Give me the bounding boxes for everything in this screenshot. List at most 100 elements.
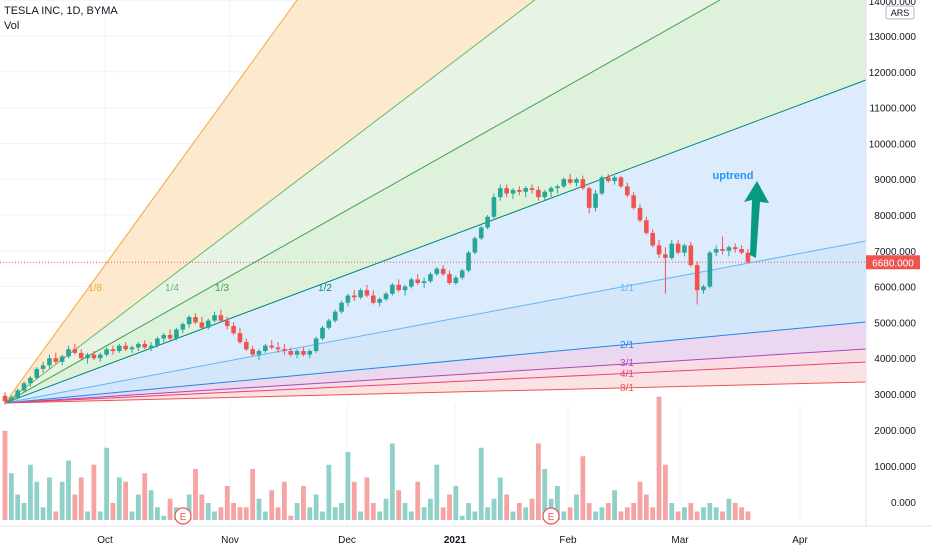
candle (53, 358, 59, 362)
volume-bar (231, 503, 236, 520)
candle (167, 334, 173, 339)
volume-bar (542, 469, 548, 520)
candle (478, 227, 484, 239)
volume-bar (612, 490, 617, 520)
gann-label: 1/8 (88, 283, 102, 294)
volume-bar (123, 481, 129, 520)
price-tick-label: 3000.000 (874, 390, 916, 401)
volume-bar (320, 511, 325, 520)
candle (529, 188, 535, 190)
price-tick-label: 13000.000 (869, 32, 917, 43)
candle (136, 343, 141, 348)
candle (21, 383, 27, 391)
candle (409, 279, 414, 287)
volume-bar (732, 503, 738, 520)
candle (459, 270, 465, 278)
gann-label: 3/1 (620, 358, 634, 369)
candle (485, 216, 490, 228)
candle (269, 345, 274, 348)
volume-bar (66, 460, 71, 520)
gann-line-1-1 (4, 240, 867, 404)
volume-bar (396, 490, 402, 520)
candle (453, 277, 459, 284)
volume-bar (193, 469, 198, 520)
gann-line-8-1 (4, 381, 867, 404)
price-tick-label: 12000.000 (869, 68, 917, 79)
volume-bar (205, 503, 211, 520)
volume-bar (713, 507, 719, 520)
time-tick-label: Dec (338, 535, 356, 546)
volume-bar (688, 503, 694, 520)
volume-bar (586, 503, 592, 520)
volume-bar (212, 511, 217, 520)
volume-bar (339, 503, 344, 520)
volume-bar (663, 464, 668, 520)
candle (517, 189, 522, 192)
candle (142, 343, 147, 348)
price-axis[interactable]: 14000.000 13000.000 12000.000 11000.000 1000… (865, 0, 932, 550)
volume-bar (656, 396, 662, 520)
candle (504, 188, 509, 194)
candle (161, 334, 167, 339)
earnings-marker-icon[interactable] (174, 507, 192, 525)
candle (256, 351, 262, 355)
gann-line-1-4 (4, 0, 536, 404)
candlesticks (2, 173, 751, 405)
volume-bar (34, 481, 40, 520)
candle (250, 349, 255, 355)
candle (307, 351, 313, 355)
volume-bar (53, 511, 59, 520)
volume-bar (116, 477, 122, 520)
candle (732, 247, 738, 250)
earnings-marker-icon[interactable] (542, 507, 560, 525)
candle (383, 293, 389, 300)
uptrend-label: uptrend (713, 170, 754, 182)
gann-label: 1/2 (318, 283, 332, 294)
candle (332, 311, 338, 321)
volume-bar (421, 507, 427, 520)
candle (402, 286, 408, 291)
price-tick-label: 8000.000 (874, 211, 916, 222)
candle (739, 249, 744, 253)
volume-bar (288, 515, 294, 520)
candle (371, 295, 376, 303)
volume-bar (332, 507, 338, 520)
candle (720, 249, 725, 251)
candle (9, 397, 14, 402)
gann-label: 2/1 (620, 340, 634, 351)
currency-badge[interactable] (885, 5, 915, 20)
volume-bar (491, 498, 497, 520)
volume-bar (478, 447, 484, 520)
time-tick-label: Mar (671, 535, 689, 546)
volume-bar (701, 507, 706, 520)
candle (580, 179, 586, 189)
volume-bar (186, 494, 192, 520)
candle (663, 254, 668, 258)
candle (85, 354, 90, 359)
candle (288, 351, 294, 355)
gann-line-2-1 (4, 321, 867, 404)
time-axis[interactable]: Oct Nov Dec 2021 Feb Mar Apr (0, 525, 932, 546)
gann-label: 1/3 (215, 283, 229, 294)
volume-bar (161, 515, 167, 520)
price-tick-label: 9000.000 (874, 175, 916, 186)
volume-bars (2, 396, 751, 520)
time-tick-label: 2021 (444, 535, 467, 546)
candle (117, 345, 122, 352)
volume-bar (28, 464, 33, 520)
volume-bar (85, 511, 90, 520)
volume-bar (466, 503, 471, 520)
price-tick-label: 7000.000 (874, 247, 916, 258)
volume-bar (599, 507, 605, 520)
candle (231, 325, 236, 334)
candle (263, 345, 268, 352)
candle (320, 327, 325, 339)
volume-bar (567, 507, 573, 520)
volume-bar (669, 503, 675, 520)
candle (605, 177, 611, 181)
price-tick-label: 6000.000 (874, 283, 916, 294)
volume-bar (262, 511, 268, 520)
candle (466, 252, 471, 271)
candle (745, 252, 751, 263)
